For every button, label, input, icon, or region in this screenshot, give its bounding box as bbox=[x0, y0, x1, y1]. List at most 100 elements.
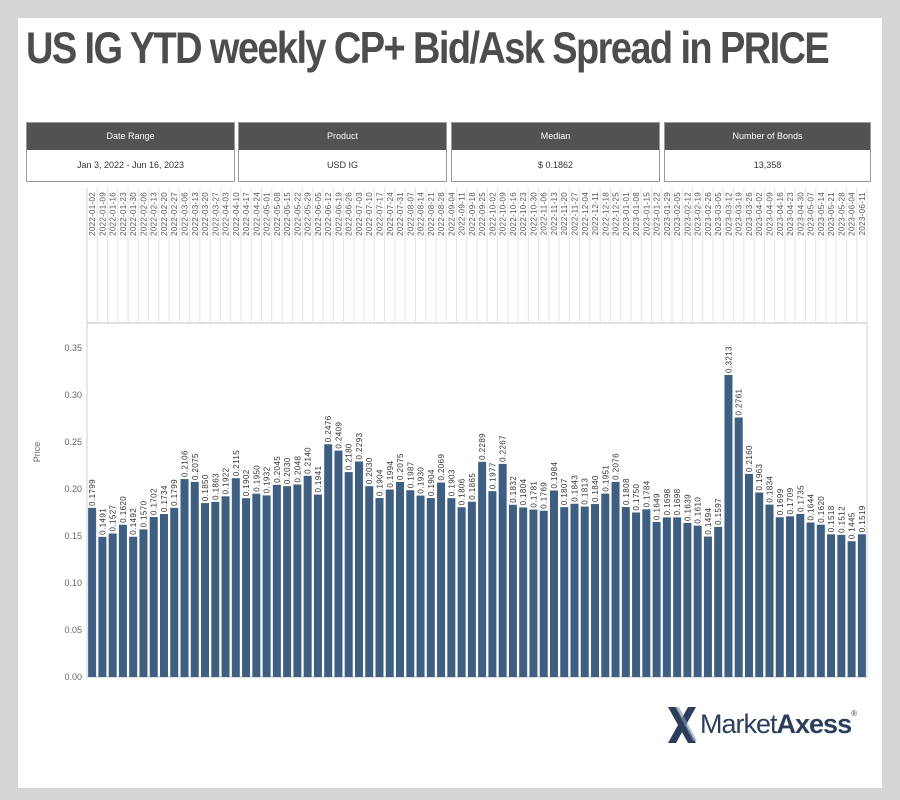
bar bbox=[334, 450, 343, 677]
bar bbox=[303, 475, 312, 677]
data-label: 0.2293 bbox=[355, 432, 364, 459]
data-label: 0.1784 bbox=[642, 480, 651, 507]
data-label: 0.2289 bbox=[478, 433, 487, 460]
data-label: 0.1840 bbox=[591, 475, 600, 502]
data-label: 0.1850 bbox=[201, 474, 210, 501]
bar bbox=[283, 486, 292, 677]
bar bbox=[693, 525, 702, 677]
bar bbox=[642, 509, 651, 677]
x-tick-label: 2022-06-12 bbox=[324, 192, 333, 236]
data-label: 0.1494 bbox=[704, 508, 713, 535]
data-label: 0.1904 bbox=[427, 469, 436, 496]
y-tick-label: 0.25 bbox=[64, 437, 82, 447]
bar bbox=[724, 374, 733, 677]
data-label: 0.1963 bbox=[755, 463, 764, 490]
kpi-value: 13,358 bbox=[753, 160, 782, 170]
x-tick-label: 2023-05-21 bbox=[827, 192, 836, 236]
x-tick-label: 2023-02-26 bbox=[704, 192, 713, 236]
bar bbox=[601, 493, 610, 677]
x-tick-label: 2023-01-08 bbox=[632, 192, 641, 236]
bar bbox=[755, 492, 764, 677]
bar bbox=[467, 501, 476, 677]
data-label: 0.1994 bbox=[386, 461, 395, 488]
data-label: 0.1781 bbox=[529, 481, 538, 508]
x-tick-label: 2022-02-27 bbox=[170, 192, 179, 236]
bar bbox=[385, 489, 394, 677]
x-tick-label: 2022-10-30 bbox=[529, 192, 538, 236]
x-tick-label: 2022-07-31 bbox=[396, 192, 405, 236]
bar bbox=[447, 498, 456, 677]
bar bbox=[231, 478, 240, 677]
bar bbox=[190, 481, 199, 677]
bar bbox=[683, 522, 692, 677]
x-tick-label: 2022-07-10 bbox=[365, 192, 374, 236]
data-label: 0.1445 bbox=[848, 512, 857, 539]
y-tick-label: 0.05 bbox=[64, 625, 82, 635]
data-label: 0.1951 bbox=[601, 465, 610, 492]
kpi-label: Date Range bbox=[27, 123, 234, 150]
data-label: 0.3213 bbox=[724, 346, 733, 373]
x-tick-label: 2022-09-04 bbox=[447, 192, 456, 236]
data-label: 0.2476 bbox=[324, 415, 333, 442]
bar bbox=[416, 495, 425, 677]
data-label: 0.1930 bbox=[417, 467, 426, 494]
bar bbox=[313, 494, 322, 677]
x-tick-label: 2022-11-06 bbox=[540, 192, 549, 236]
data-label: 0.2075 bbox=[396, 453, 405, 480]
bar bbox=[703, 536, 712, 677]
x-tick-label: 2023-04-23 bbox=[786, 192, 795, 236]
bar bbox=[519, 507, 528, 677]
data-label: 0.1597 bbox=[714, 498, 723, 525]
x-tick-label: 2022-12-11 bbox=[591, 192, 600, 236]
kpi-label: Median bbox=[452, 123, 659, 150]
bar bbox=[539, 510, 548, 677]
y-tick-label: 0.30 bbox=[64, 390, 82, 400]
x-tick-label: 2023-04-16 bbox=[776, 192, 785, 236]
kpi-product: Product USD IG bbox=[238, 122, 447, 182]
kpi-label: Number of Bonds bbox=[665, 123, 870, 150]
kpi-value: Jan 3, 2022 - Jun 16, 2023 bbox=[76, 160, 185, 170]
x-tick-label: 2022-03-27 bbox=[211, 192, 220, 236]
data-label: 0.1769 bbox=[540, 482, 549, 509]
x-tick-label: 2022-07-17 bbox=[376, 192, 385, 236]
bar bbox=[549, 490, 558, 677]
bar bbox=[437, 482, 446, 677]
data-label: 0.1492 bbox=[129, 508, 138, 535]
x-tick-label: 2022-03-13 bbox=[191, 192, 200, 236]
data-label: 0.1518 bbox=[827, 505, 836, 532]
bar bbox=[508, 504, 517, 677]
logo-word-axess: Axess bbox=[776, 709, 853, 739]
data-label: 0.2030 bbox=[283, 457, 292, 484]
x-tick-label: 2023-03-12 bbox=[724, 192, 733, 236]
logo-wordmark: MarketAxess® bbox=[700, 709, 857, 740]
bar bbox=[406, 490, 415, 677]
x-tick-label: 2022-05-22 bbox=[293, 192, 302, 236]
x-tick-label: 2022-08-14 bbox=[417, 192, 426, 236]
data-label: 0.2106 bbox=[181, 450, 190, 477]
y-axis-label: Price bbox=[32, 442, 42, 463]
x-tick-label: 2022-09-11 bbox=[458, 192, 467, 236]
y-tick-label: 0.10 bbox=[64, 578, 82, 588]
bar bbox=[98, 536, 107, 677]
kpi-value: $ 0.1862 bbox=[537, 160, 574, 170]
bar bbox=[221, 496, 230, 677]
data-label: 0.2160 bbox=[745, 445, 754, 472]
data-label: 0.1832 bbox=[509, 476, 518, 503]
x-tick-label: 2022-08-07 bbox=[406, 192, 415, 236]
data-label: 0.2075 bbox=[191, 453, 200, 480]
bar bbox=[744, 473, 753, 677]
x-tick-label: 2023-04-02 bbox=[755, 192, 764, 236]
x-tick-label: 2022-10-02 bbox=[488, 192, 497, 236]
bar bbox=[816, 524, 825, 677]
x-tick-label: 2023-03-26 bbox=[745, 192, 754, 236]
data-label: 0.1903 bbox=[447, 469, 456, 496]
data-label: 0.1734 bbox=[160, 485, 169, 512]
data-label: 0.1639 bbox=[683, 494, 692, 521]
bar bbox=[344, 472, 353, 677]
data-label: 0.1750 bbox=[632, 483, 641, 510]
data-label: 0.1610 bbox=[694, 497, 703, 524]
bar bbox=[396, 481, 405, 677]
bar bbox=[714, 526, 723, 677]
data-label: 0.2069 bbox=[437, 453, 446, 480]
